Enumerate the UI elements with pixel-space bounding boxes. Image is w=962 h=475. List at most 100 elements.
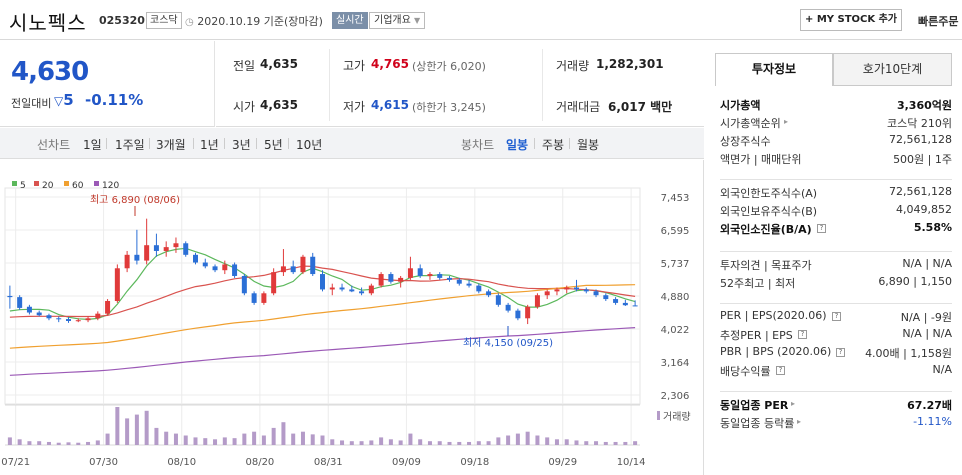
- change-percent: -0.11%: [85, 91, 144, 109]
- high-annotation: 최고 6,890 (08/06): [90, 194, 180, 206]
- candle-body: [329, 287, 335, 290]
- x-tick-label: 09/29: [548, 457, 577, 468]
- candle-body: [134, 254, 140, 261]
- legend-label: 20: [42, 181, 54, 191]
- info-row-label: PER | EPS(2020.06): [720, 309, 827, 322]
- candle-weekly[interactable]: 주봉: [542, 138, 565, 152]
- volume-bar: [476, 441, 481, 445]
- period-5y[interactable]: 5년: [264, 138, 283, 152]
- volume-bar: [427, 441, 432, 445]
- period-3m[interactable]: 3개월: [156, 138, 186, 152]
- quick-order-button[interactable]: 빠른주문: [918, 15, 959, 28]
- help-icon[interactable]: ?: [776, 366, 785, 375]
- help-icon[interactable]: ?: [836, 348, 845, 357]
- volume-bar: [95, 440, 100, 445]
- period-1y[interactable]: 1년: [200, 138, 219, 152]
- info-row-value: 72,561,128: [889, 185, 952, 198]
- info-row-label: PBR | BPS (2020.06): [720, 345, 832, 358]
- info-row-value: 4.00배 | 1,158원: [865, 347, 952, 360]
- candle-body: [407, 268, 413, 278]
- candle-body: [183, 243, 189, 255]
- help-icon[interactable]: ?: [817, 224, 826, 233]
- clock-icon: ◷: [185, 17, 194, 28]
- y-tick-label: 3,164: [661, 358, 690, 369]
- candle-body: [613, 299, 619, 303]
- divider: [534, 138, 535, 149]
- candle-body: [417, 268, 423, 276]
- period-10y[interactable]: 10년: [296, 138, 323, 152]
- chart-period-bar: 선차트 1일 1주일 3개월 1년 3년 5년 10년 봉차트 일봉 주봉 월봉: [0, 128, 704, 159]
- candle-daily[interactable]: 일봉: [506, 138, 529, 152]
- volume-bar: [633, 441, 638, 445]
- volume-legend-label: 거래량: [663, 411, 691, 423]
- period-1w[interactable]: 1주일: [115, 138, 145, 152]
- volume-bar: [232, 438, 237, 445]
- info-row: 상장주식수 72,561,128: [720, 133, 952, 150]
- info-row-value: N/A | -9원: [900, 311, 952, 324]
- candle-body: [46, 315, 52, 319]
- volume-bar: [105, 433, 110, 445]
- info-row-value: 72,561,128: [889, 133, 952, 146]
- ma-line-20: [9, 265, 636, 318]
- volume-bar: [594, 441, 599, 445]
- y-tick-label: 4,022: [661, 325, 690, 336]
- candle-body: [85, 318, 91, 321]
- info-row-label: 동일업종 등락률: [720, 417, 795, 430]
- volume-bar: [66, 442, 71, 445]
- tab-invest-info[interactable]: 투자정보: [715, 53, 833, 86]
- legend-swatch: [34, 181, 39, 186]
- volume-bar: [173, 433, 178, 445]
- period-1d[interactable]: 1일: [83, 138, 102, 152]
- volume-bar: [183, 435, 188, 445]
- arrow-right-icon[interactable]: ▸: [797, 417, 802, 426]
- volume-bar: [408, 433, 413, 445]
- info-row: 액면가 | 매매단위 500원 | 1주: [720, 151, 952, 168]
- volume-bar: [457, 441, 462, 445]
- open-value: 4,635: [260, 98, 298, 112]
- arrow-right-icon[interactable]: ▸: [784, 117, 789, 126]
- candle-body: [456, 279, 462, 284]
- candle-body: [261, 293, 267, 303]
- info-row-value: 4,049,852: [896, 203, 952, 216]
- candle-body: [95, 313, 101, 319]
- add-mystock-button[interactable]: + MY STOCK 추가: [800, 9, 902, 31]
- volume-legend-swatch: [657, 411, 660, 420]
- high-label: 고가: [343, 59, 366, 73]
- candle-body: [388, 274, 394, 282]
- realtime-button[interactable]: 실시간: [332, 12, 368, 29]
- info-row-value: -1.11%: [913, 415, 952, 428]
- candle-body: [202, 262, 208, 267]
- volume-bar: [27, 441, 32, 445]
- help-icon[interactable]: ?: [798, 330, 807, 339]
- volume-bar: [515, 433, 520, 445]
- info-row: 52주최고 | 최저 6,890 | 1,150: [720, 275, 952, 292]
- volume-bar: [164, 431, 169, 445]
- volume-bar: [271, 427, 276, 445]
- info-row: 외국인한도주식수(A) 72,561,128: [720, 185, 952, 202]
- volume-bar: [623, 441, 628, 445]
- volume-bar: [203, 438, 208, 445]
- info-row: 시가총액순위 ▸ 코스닥 210위: [720, 115, 952, 132]
- volume-bar: [554, 439, 559, 445]
- y-tick-label: 2,306: [661, 391, 690, 402]
- candle-chart-label: 봉차트: [461, 138, 495, 152]
- volume-bar: [349, 441, 354, 445]
- help-icon[interactable]: ?: [832, 312, 841, 321]
- period-3y[interactable]: 3년: [232, 138, 251, 152]
- arrow-right-icon[interactable]: ▸: [791, 399, 796, 408]
- change-value: ▽5: [54, 91, 74, 109]
- volume-bar: [281, 422, 286, 445]
- candle-monthly[interactable]: 월봉: [577, 138, 600, 152]
- candle-body: [525, 306, 531, 319]
- divider: [720, 179, 952, 180]
- volume-bar: [486, 441, 491, 445]
- candle-body: [466, 283, 472, 286]
- corp-info-dropdown[interactable]: 기업개요 ▼: [369, 12, 426, 29]
- tab-hoga[interactable]: 호가10단계: [833, 53, 952, 86]
- info-row-label: 시가총액순위: [720, 117, 781, 130]
- info-row: 시가총액 3,360억원: [720, 97, 952, 114]
- volume-bar: [388, 439, 393, 445]
- candle-body: [583, 289, 589, 292]
- divider: [329, 49, 330, 121]
- volume-bar: [320, 435, 325, 445]
